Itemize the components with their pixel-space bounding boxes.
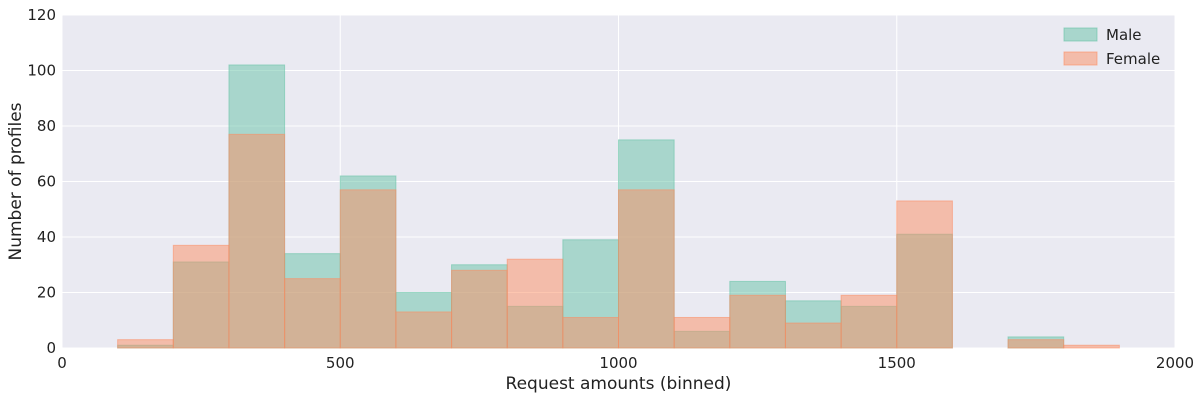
bar-female	[896, 200, 953, 349]
bar-female	[673, 316, 731, 349]
bar-female	[172, 244, 230, 349]
x-tick-label: 1000	[599, 354, 637, 372]
x-tick-label: 0	[57, 354, 67, 372]
bar-female	[840, 294, 898, 349]
bar-female	[1007, 339, 1065, 349]
legend-swatch	[1063, 27, 1098, 42]
legend-label: Male	[1106, 26, 1142, 44]
bar-female	[228, 133, 286, 349]
tick-labels: 0 500 1000 1500 2000 0 20 40 60 80 100 120	[27, 6, 1194, 372]
bar-female	[451, 269, 508, 349]
bars	[117, 64, 1120, 349]
bar-female	[618, 189, 675, 349]
bar-female	[729, 294, 786, 349]
y-tick-label: 60	[37, 173, 56, 191]
y-axis-label: Number of profiles	[6, 102, 26, 260]
bar-female	[117, 339, 174, 349]
bar-female	[784, 322, 842, 349]
y-tick-label: 0	[46, 339, 56, 357]
x-tick-label: 1500	[878, 354, 916, 372]
legend-item-male: Male	[1063, 26, 1142, 44]
y-tick-label: 120	[27, 6, 56, 24]
bar-female	[1063, 344, 1120, 349]
bar-female	[506, 258, 564, 349]
bar-female	[395, 311, 453, 349]
y-tick-label: 80	[37, 117, 56, 135]
bar-series-female	[117, 133, 1120, 349]
bar-female	[284, 278, 341, 349]
x-tick-label: 2000	[1156, 354, 1194, 372]
legend-item-female: Female	[1063, 50, 1160, 68]
legend-swatch	[1063, 51, 1098, 66]
bar-female	[339, 189, 397, 349]
bar-female	[562, 316, 619, 349]
legend: Male Female	[1063, 26, 1160, 68]
x-axis-label: Request amounts (binned)	[506, 374, 732, 394]
y-tick-label: 100	[27, 62, 56, 80]
y-tick-label: 40	[37, 228, 56, 246]
y-tick-label: 20	[37, 284, 56, 302]
x-tick-label: 500	[326, 354, 355, 372]
legend-label: Female	[1106, 50, 1160, 68]
